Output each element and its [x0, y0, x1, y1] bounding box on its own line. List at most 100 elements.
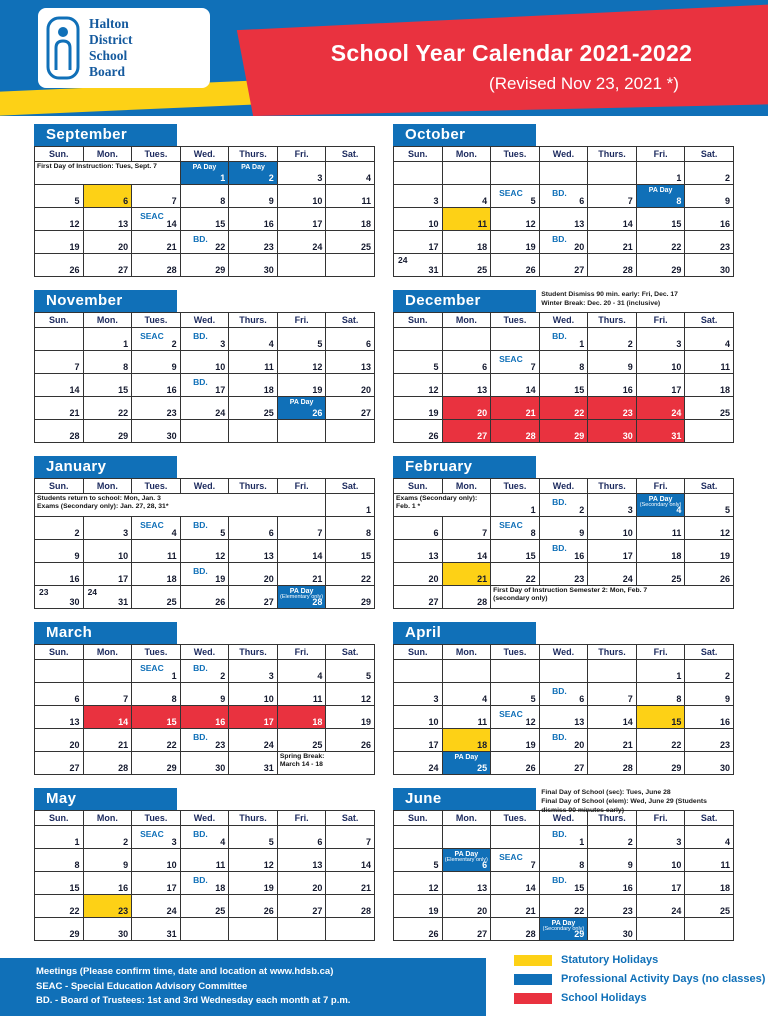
pa-day-cell: PA Day 8 [635, 184, 686, 208]
day-cell: 27 [228, 585, 278, 609]
day-cell: 12 [393, 373, 443, 397]
day-cell: 17 [393, 230, 443, 254]
day-cell: 10 [393, 705, 443, 729]
day-cell: 1 [490, 493, 540, 517]
footer-bar: Meetings (Please confirm time, date and … [0, 957, 486, 1016]
pa-day-cell: PA Day (Secondary only) 4 [635, 493, 686, 517]
weekday-header: Mon. [82, 810, 133, 826]
seac-meeting-cell: SEAC 1 [131, 659, 181, 683]
day-cell: 13 [393, 539, 443, 563]
day-cell: 8 [131, 682, 181, 706]
day-cell: 12 [325, 682, 375, 706]
school-holiday-cell: 24 [635, 396, 686, 420]
day-cell: 8 [635, 682, 686, 706]
day-cell: 28 [82, 751, 133, 775]
day-cell: 5 [276, 327, 327, 351]
weekday-header: Sat. [325, 478, 375, 494]
day-cell: 26 [490, 751, 540, 775]
day-cell: 30 [179, 751, 230, 775]
day-cell: 13 [325, 350, 375, 374]
day-cell: 7 [131, 184, 181, 208]
empty-cell [684, 917, 734, 941]
day-cell: 21 [82, 728, 133, 752]
weekday-header: Mon. [82, 146, 133, 162]
day-cell: 22 [490, 562, 540, 586]
legend-swatch [514, 992, 552, 1004]
day-cell: 18 [228, 373, 278, 397]
day-cell: 12 [490, 207, 540, 231]
day-cell: 14 [276, 539, 327, 563]
day-cell: 10 [635, 350, 686, 374]
day-cell: 3 [393, 682, 443, 706]
pa-day-cell: PA Day 2 [228, 161, 278, 185]
empty-cell [228, 419, 278, 443]
weekday-header: Tues. [490, 146, 540, 162]
weekday-header: Fri. [635, 644, 686, 660]
day-cell: 27 [538, 253, 589, 277]
empty-cell [587, 161, 637, 185]
day-cell: 15 [82, 373, 133, 397]
day-cell: 10 [635, 848, 686, 872]
day-cell: 29 [82, 419, 133, 443]
seac-meeting-cell: SEAC 7 [490, 350, 540, 374]
day-cell: 4 [441, 184, 492, 208]
day-cell: 8 [538, 350, 589, 374]
day-cell: 11 [684, 848, 734, 872]
day-cell: 15 [635, 207, 686, 231]
day-cell: 13 [538, 705, 589, 729]
day-cell: 4 [228, 327, 278, 351]
day-cell: 13 [441, 373, 492, 397]
logo-line: District [89, 31, 133, 47]
day-cell: 22 [635, 728, 686, 752]
day-cell: 19 [393, 396, 443, 420]
month-grid: Sun. Mon. Tues. Wed. Thurs. Fri. Sat. BD. 1 2 3 4 5 P… [393, 810, 734, 941]
day-cell: 21 [34, 396, 84, 420]
day-cell: 2 [587, 825, 637, 849]
weekday-header: Tues. [131, 146, 181, 162]
school-holiday-cell: 17 [228, 705, 278, 729]
legend: Statutory Holidays Professional Activity … [514, 954, 765, 1004]
weekday-header: Sat. [325, 312, 375, 328]
day-cell: 4 [325, 161, 375, 185]
month-title: February [393, 456, 537, 478]
month-april: April Sun. Mon. Tues. Wed. Thurs. Fri. Sat. 1 2 3 4… [393, 622, 734, 775]
weekday-header: Fri. [276, 146, 327, 162]
day-cell: 22 [131, 728, 181, 752]
weekday-header: Wed. [538, 810, 589, 826]
day-cell: 6 [393, 516, 443, 540]
board-meeting-cell: BD. 4 [179, 825, 230, 849]
month-grid: Sun. Mon. Tues. Wed. Thurs. Fri. Sat. 1 2 3 4 5 BD. 6… [393, 644, 734, 775]
day-cell: 11 [684, 350, 734, 374]
month-header-notes: Final Day of School (sec): Tues, June 28… [541, 789, 707, 814]
day-cell: 16 [684, 705, 734, 729]
day-cell: 21 [325, 871, 375, 895]
weekday-header: Mon. [441, 146, 492, 162]
day-cell: 19 [490, 728, 540, 752]
day-cell: 30 [228, 253, 278, 277]
weekday-header: Thurs. [228, 644, 278, 660]
month-grid: Sun. Mon. Tues. Wed. Thurs. Fri. Sat. 1 2 3 4 SEAC 5… [393, 146, 734, 277]
board-meeting-cell: BD. 15 [538, 871, 589, 895]
weekday-header: Thurs. [228, 312, 278, 328]
day-cell: 25 [441, 253, 492, 277]
board-meeting-cell: BD. 3 [179, 327, 230, 351]
day-cell: 20 [34, 728, 84, 752]
weekday-header: Mon. [82, 312, 133, 328]
day-cell: 2 [684, 161, 734, 185]
weekday-header: Wed. [538, 146, 589, 162]
day-cell: 25 [276, 728, 327, 752]
month-february: February Sun. Mon. Tues. Wed. Thurs. Fri. Sat. E… [392, 456, 734, 609]
day-cell: 5 [490, 682, 540, 706]
statutory-holiday-cell: 15 [635, 705, 686, 729]
empty-cell [441, 825, 492, 849]
empty-cell [393, 327, 443, 351]
day-cell: 20 [393, 562, 443, 586]
day-cell: 19 [393, 894, 443, 918]
weekday-header: Fri. [635, 312, 686, 328]
weekday-header: Sat. [684, 146, 734, 162]
weekday-header: Thurs. [587, 810, 637, 826]
day-cell: 26 [393, 917, 443, 941]
day-cell: 14 [325, 848, 375, 872]
weekday-header: Sat. [325, 644, 375, 660]
day-cell: 19 [684, 539, 734, 563]
